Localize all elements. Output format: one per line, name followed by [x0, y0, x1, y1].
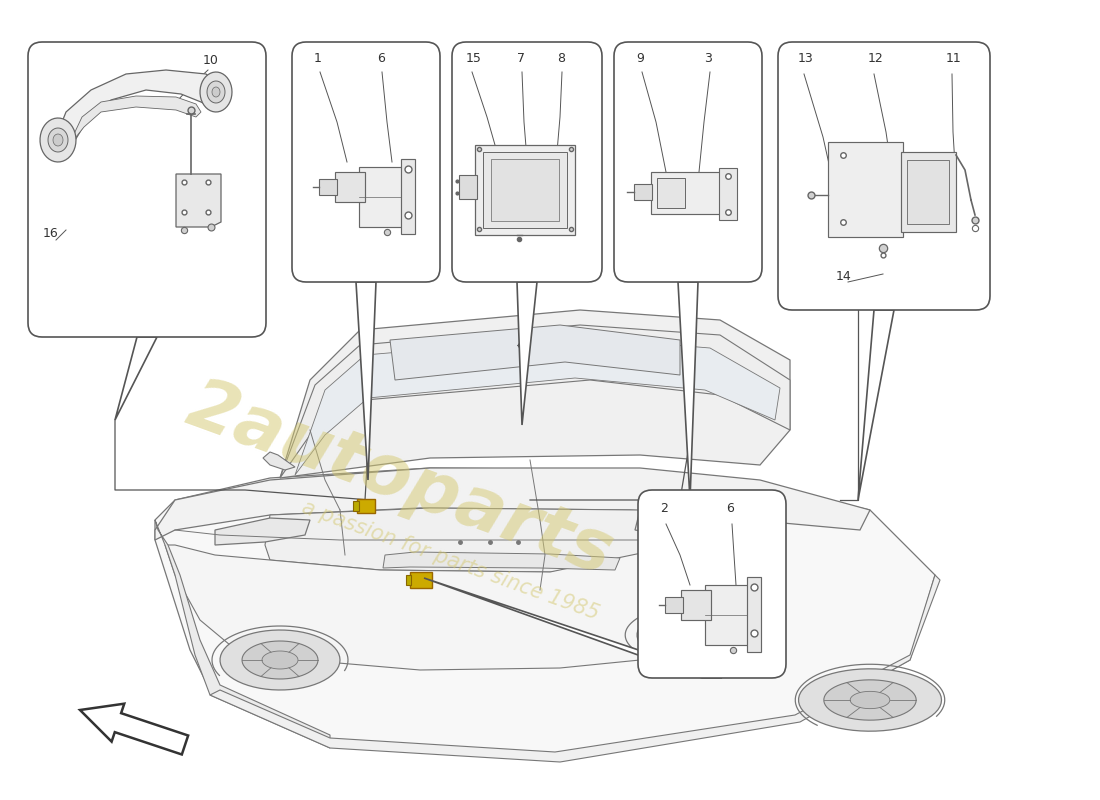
- Text: 13: 13: [798, 52, 814, 65]
- Text: 15: 15: [466, 52, 482, 65]
- Polygon shape: [165, 545, 750, 670]
- Polygon shape: [155, 520, 330, 748]
- Polygon shape: [263, 452, 295, 470]
- Polygon shape: [220, 630, 340, 690]
- Text: 1: 1: [314, 52, 322, 65]
- Text: ©: ©: [701, 541, 739, 579]
- Polygon shape: [48, 128, 68, 152]
- Bar: [410, 572, 432, 588]
- Text: 8: 8: [557, 52, 565, 65]
- FancyBboxPatch shape: [452, 42, 602, 282]
- Polygon shape: [212, 87, 220, 97]
- Text: 1985: 1985: [702, 560, 778, 610]
- Polygon shape: [262, 651, 298, 669]
- Text: 7: 7: [517, 52, 525, 65]
- Polygon shape: [850, 691, 890, 709]
- Text: 6: 6: [377, 52, 385, 65]
- Polygon shape: [53, 134, 63, 146]
- Polygon shape: [678, 282, 698, 500]
- Text: 9: 9: [636, 52, 644, 65]
- Polygon shape: [200, 72, 232, 112]
- Bar: [657, 178, 685, 208]
- Polygon shape: [155, 468, 870, 540]
- FancyBboxPatch shape: [778, 42, 990, 310]
- Bar: [634, 184, 652, 200]
- Bar: [358, 499, 375, 513]
- Bar: [353, 501, 359, 511]
- Polygon shape: [356, 282, 376, 480]
- Bar: [402, 159, 415, 234]
- Polygon shape: [799, 669, 942, 731]
- Bar: [901, 152, 956, 232]
- Text: 2autoparts: 2autoparts: [178, 371, 623, 589]
- Bar: [336, 172, 365, 202]
- Polygon shape: [176, 174, 221, 227]
- Text: 16: 16: [43, 227, 58, 240]
- Bar: [828, 142, 903, 237]
- Bar: [747, 577, 761, 652]
- Polygon shape: [681, 627, 719, 643]
- Polygon shape: [424, 578, 722, 678]
- Polygon shape: [637, 608, 763, 662]
- FancyBboxPatch shape: [638, 490, 786, 678]
- Bar: [359, 167, 414, 227]
- Bar: [651, 172, 720, 214]
- Bar: [459, 175, 477, 199]
- Bar: [666, 597, 683, 613]
- Text: 11: 11: [946, 52, 961, 65]
- Polygon shape: [390, 325, 680, 380]
- Text: 6: 6: [726, 502, 734, 515]
- Polygon shape: [280, 310, 790, 478]
- Polygon shape: [635, 510, 740, 542]
- Polygon shape: [74, 96, 201, 137]
- Bar: [406, 575, 411, 585]
- Text: a passion for parts since 1985: a passion for parts since 1985: [298, 497, 602, 623]
- Text: 3: 3: [704, 52, 712, 65]
- Polygon shape: [517, 282, 537, 425]
- Polygon shape: [295, 337, 780, 475]
- Text: 10: 10: [204, 54, 219, 67]
- Polygon shape: [210, 575, 940, 762]
- Bar: [483, 152, 566, 228]
- Bar: [705, 585, 760, 645]
- Polygon shape: [280, 325, 790, 478]
- Polygon shape: [383, 552, 620, 570]
- Polygon shape: [56, 70, 221, 152]
- Polygon shape: [214, 518, 310, 545]
- Text: 12: 12: [868, 52, 883, 65]
- Bar: [681, 590, 711, 620]
- Polygon shape: [207, 81, 226, 103]
- Bar: [319, 179, 337, 195]
- FancyBboxPatch shape: [614, 42, 762, 282]
- Polygon shape: [824, 680, 916, 720]
- Text: 14: 14: [836, 270, 851, 283]
- FancyBboxPatch shape: [292, 42, 440, 282]
- Bar: [491, 159, 559, 221]
- Polygon shape: [242, 641, 318, 679]
- Text: 2: 2: [660, 502, 668, 515]
- Polygon shape: [155, 468, 935, 758]
- Polygon shape: [858, 310, 894, 500]
- FancyArrow shape: [80, 704, 188, 754]
- Polygon shape: [116, 337, 157, 420]
- Polygon shape: [265, 508, 680, 572]
- Bar: [475, 145, 575, 235]
- Polygon shape: [660, 618, 740, 652]
- Bar: [908, 160, 949, 224]
- Bar: [719, 168, 737, 220]
- FancyBboxPatch shape: [28, 42, 266, 337]
- Polygon shape: [40, 118, 76, 162]
